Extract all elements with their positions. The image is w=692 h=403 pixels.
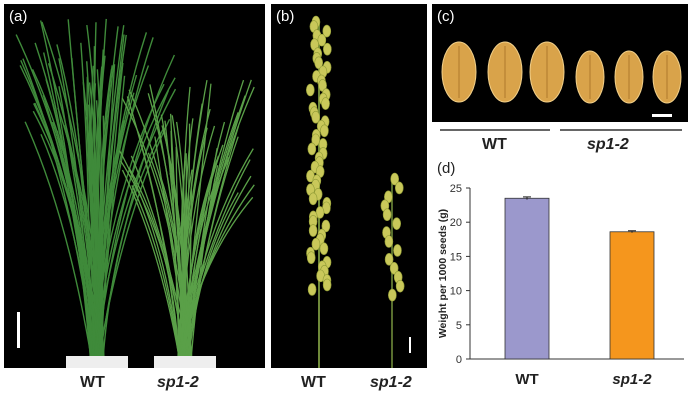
y-tick-label: 0 — [456, 354, 462, 366]
sp-pot — [154, 356, 216, 368]
panel-a-plants-photo: (a) — [4, 4, 265, 368]
panel-b-wt-label: WT — [301, 374, 326, 391]
panel-c-sp-label: sp1-2 — [587, 136, 629, 153]
seeds-illustration — [441, 41, 682, 117]
x-category-label: WT — [515, 371, 538, 388]
scale-bar-c — [652, 114, 672, 117]
scale-bar-b — [409, 337, 411, 353]
y-tick-label: 15 — [450, 251, 462, 263]
panel-c-wt-label: WT — [482, 136, 507, 153]
panel-c-label: (c) — [437, 8, 455, 25]
panel-a-label: (a) — [9, 8, 28, 25]
scale-bar-a — [17, 312, 20, 348]
panel-b-panicles-photo: (b) — [271, 4, 427, 368]
plants-illustration — [15, 18, 255, 368]
y-tick-label: 10 — [450, 286, 462, 298]
x-category-label: sp1-2 — [612, 371, 652, 388]
panel-b-label: (b) — [276, 8, 295, 25]
y-tick-label: 20 — [450, 217, 462, 229]
panel-b-sp-label: sp1-2 — [370, 374, 412, 391]
panel-c-seeds-photo: (c) — [432, 4, 688, 122]
panel-d-label: (d) — [437, 160, 456, 177]
y-tick-label: 25 — [450, 183, 462, 195]
wt-pot — [66, 356, 128, 368]
bar-sp1-2 — [609, 231, 655, 360]
panicles-illustration — [306, 15, 411, 368]
panel-a-wt-label: WT — [80, 374, 105, 391]
bar-wt — [504, 197, 550, 360]
panel-a-sp-label: sp1-2 — [157, 374, 199, 391]
y-tick-label: 5 — [456, 320, 462, 332]
y-axis-label: Weight per 1000 seeds (g) — [437, 209, 449, 338]
